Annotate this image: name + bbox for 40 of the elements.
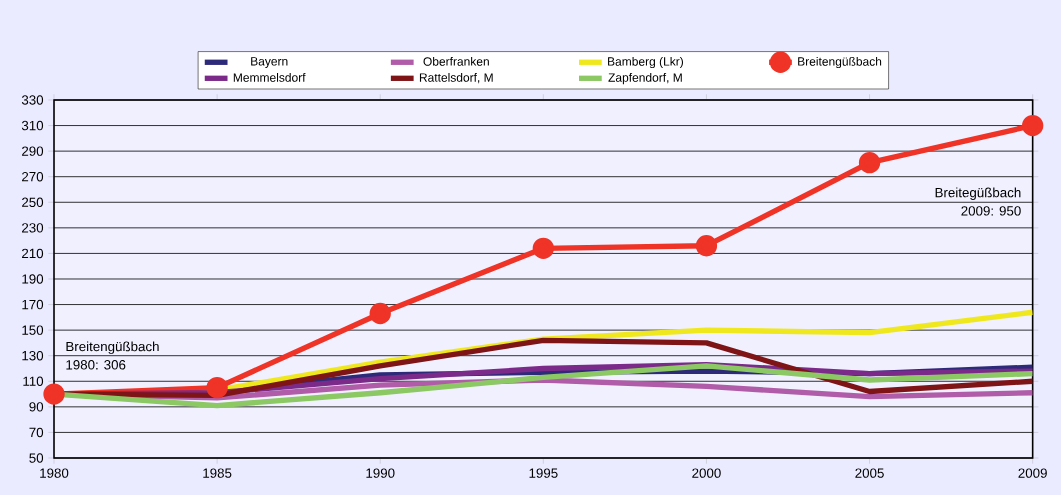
point [858,151,881,174]
point [369,302,391,325]
y-tick-label: 210 [22,248,44,259]
y-tick-label: 170 [22,299,44,310]
y-tick-label: 90 [29,402,44,412]
y-tick-label: 250 [22,197,44,207]
legend-label: Zapfendorf, M [608,72,682,85]
x-tick-label: 2005 [855,468,884,478]
annotation: 1980: 306 [66,360,126,370]
y-tick-label: 190 [22,274,44,284]
legend-label: Rattelsdorf, M [419,72,493,84]
legend-label: Memmelsdorf [233,72,306,82]
annotation: 2009: 950 [961,206,1021,216]
y-tick-label: 290 [22,146,44,156]
x-tick-label: 2009 [1018,468,1047,478]
legend-label: Bayern [251,57,288,68]
y-tick-label: 150 [22,325,44,335]
annotation: Breitegüßbach [935,187,1021,200]
y-tick-label: 110 [23,376,44,386]
point [532,237,554,259]
y-tick-label: 310 [21,120,44,131]
y-tick-label: 50 [29,453,44,463]
legend-label: Bamberg (Lkr) [608,56,683,69]
x-tick-label: 2000 [692,468,721,478]
x-tick-label: 1995 [529,468,558,478]
point [206,376,228,399]
point [695,235,718,257]
annotation: Breitengüßbach [66,341,159,354]
x-tick-label: 1980 [40,468,69,478]
x-tick-label: 1985 [203,468,232,478]
point [1021,114,1044,137]
legend-label: Breitengüßbach [798,56,882,69]
point [43,383,65,405]
y-tick-label: 70 [29,427,44,438]
x-tick-label: 1990 [366,468,395,478]
y-tick-label: 270 [22,171,44,182]
y-tick-label: 330 [21,95,44,105]
legend-label: Oberfranken [423,56,489,66]
y-tick-label: 130 [22,350,44,361]
y-tick-label: 230 [22,223,44,233]
